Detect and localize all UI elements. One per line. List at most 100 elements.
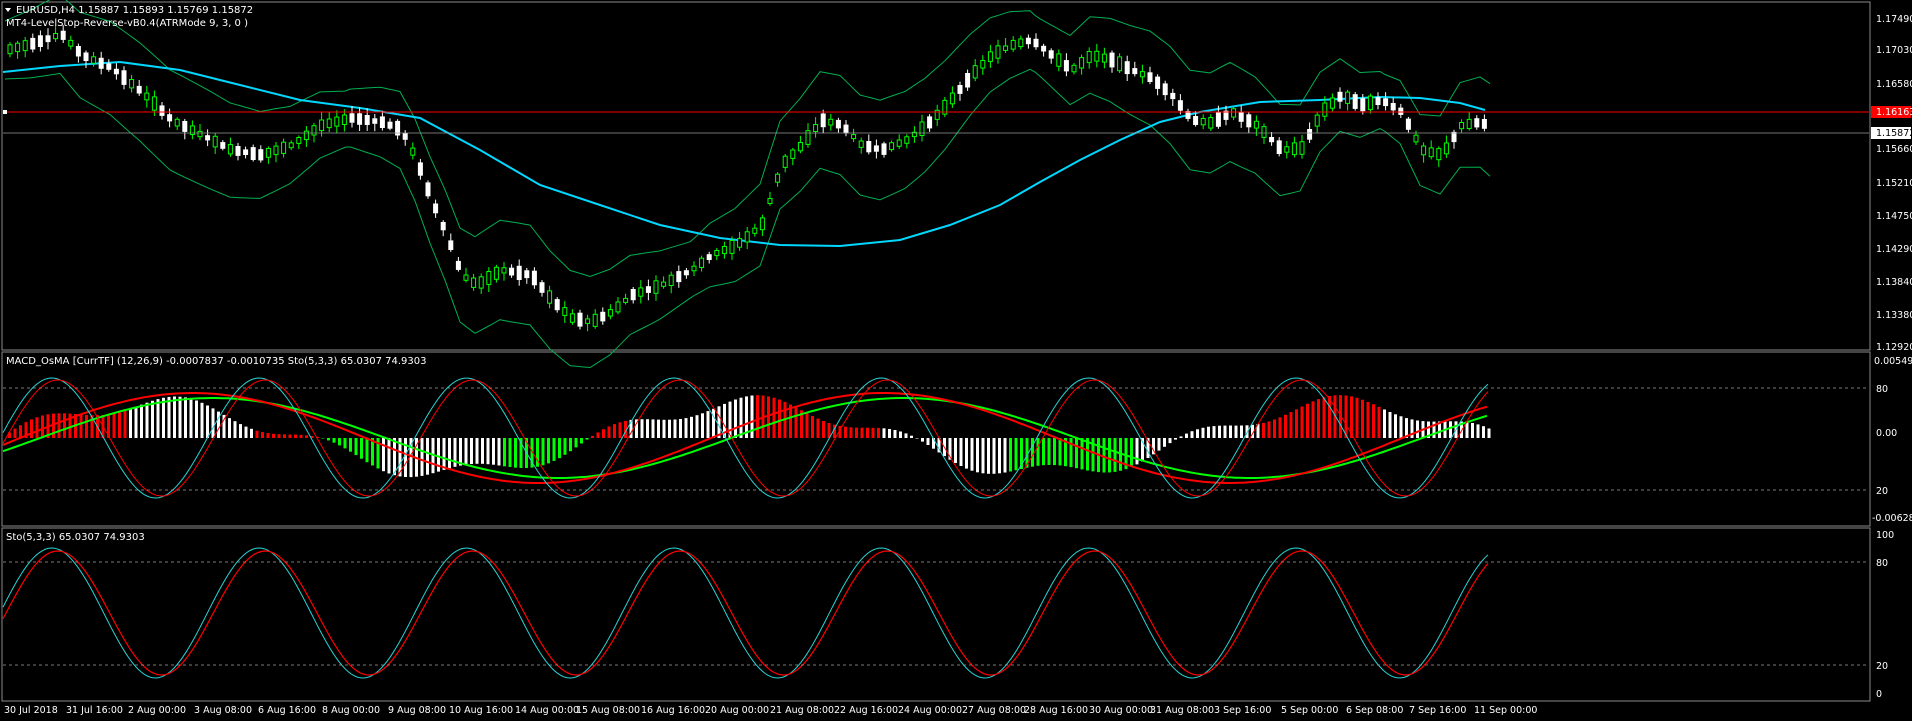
macd-bar — [547, 438, 550, 464]
candle-body — [243, 149, 249, 155]
candle-body — [1132, 68, 1138, 75]
candle-body — [851, 134, 857, 140]
macd-bar — [618, 422, 622, 438]
candle-body — [653, 280, 659, 294]
time-tick: 31 Jul 16:00 — [66, 705, 123, 716]
candle-body — [189, 125, 195, 136]
macd-bar — [1229, 425, 1232, 438]
macd-bar — [1267, 421, 1271, 438]
candle-body — [1428, 147, 1434, 158]
macd-bar — [63, 413, 66, 438]
macd-bar — [1410, 419, 1414, 438]
macd-bar — [1003, 438, 1007, 473]
macd-bar — [701, 413, 704, 438]
macd-bar — [662, 419, 666, 438]
macd-bar — [948, 438, 952, 460]
candle-body — [1284, 146, 1290, 153]
candle-body — [1291, 142, 1297, 156]
candle-body — [379, 116, 385, 129]
macd-bar — [772, 397, 776, 438]
candle-body — [949, 92, 955, 105]
macd-bar — [1432, 421, 1436, 438]
sto-axis[interactable]: 100 80 20 0 — [1876, 530, 1894, 700]
time-tick: 5 Sep 00:00 — [1281, 705, 1338, 716]
macd-bar — [668, 419, 671, 438]
candle-body — [334, 116, 340, 127]
candle-body — [501, 267, 507, 274]
macd-bar — [1174, 438, 1177, 440]
macd-axis[interactable]: 0.005497 80 0.00 20 -0.006285 — [1872, 356, 1912, 524]
macd-title: MACD_OsMA [CurrTF] (12,26,9) -0.0007837 … — [6, 356, 427, 367]
candle-body — [729, 240, 735, 254]
candle-body — [1299, 141, 1305, 155]
macd-panel[interactable] — [1, 351, 1871, 527]
candle-body — [547, 290, 553, 304]
macd-bar — [426, 438, 429, 475]
macd-bar — [1339, 395, 1342, 438]
macd-bar — [1207, 426, 1210, 438]
candle-body — [661, 281, 667, 287]
candle-body — [623, 297, 629, 303]
candle-body — [1010, 39, 1016, 50]
macd-bar — [1361, 399, 1364, 438]
candle-body — [1215, 112, 1221, 127]
macd-bar — [1075, 438, 1078, 469]
candle-body — [706, 254, 712, 260]
candle-body — [448, 240, 454, 250]
candle-body — [767, 198, 773, 204]
macd-bar — [921, 438, 924, 442]
macd-bar — [1113, 438, 1117, 472]
candle-body — [828, 118, 834, 126]
macd-bar — [1020, 438, 1023, 469]
macd-bar — [789, 404, 792, 438]
macd-bar — [233, 421, 237, 438]
macd-bar — [915, 438, 919, 439]
main-panel[interactable] — [1, 1, 1871, 351]
macd-bar — [305, 435, 308, 438]
candle-body — [972, 65, 978, 79]
candle-body — [1094, 50, 1100, 62]
macd-bar — [904, 433, 908, 438]
macd-bar — [844, 426, 847, 438]
candle-body — [83, 52, 89, 61]
time-axis[interactable]: 30 Jul 2018 31 Jul 16:00 2 Aug 00:00 3 Aug … — [4, 705, 1537, 716]
candles[interactable] — [7, 25, 1487, 332]
candle-body — [1322, 102, 1328, 117]
macd-bar — [1322, 397, 1326, 438]
candle-body — [1443, 142, 1449, 155]
candle-body — [326, 118, 332, 129]
candle-body — [341, 114, 347, 125]
time-tick: 14 Aug 00:00 — [515, 705, 579, 716]
candle-body — [942, 99, 948, 115]
macd-bar — [717, 406, 721, 438]
macd-bar — [140, 404, 143, 438]
candle-body — [630, 289, 636, 301]
candle-body — [167, 114, 173, 122]
macd-bar — [1300, 406, 1304, 438]
macd-bar — [343, 438, 347, 449]
macd-bar — [1218, 425, 1221, 438]
candle-body — [387, 121, 393, 129]
macd-bar — [398, 438, 402, 477]
sto-panel[interactable] — [1, 527, 1871, 702]
macd-bar — [778, 399, 781, 438]
macd-bar — [1102, 438, 1106, 473]
candle-body — [539, 282, 545, 293]
dropdown-triangle-icon[interactable] — [5, 8, 11, 12]
macd-bar — [354, 438, 358, 456]
macd-bar — [266, 433, 270, 438]
macd-bar — [35, 417, 39, 438]
price-axis[interactable]: 1.17490 1.17030 1.16580 1.15660 1.15210 … — [1871, 14, 1912, 353]
symbol-info: EURUSD,H4 1.15887 1.15893 1.15769 1.1587… — [16, 5, 253, 16]
candle-body — [562, 307, 568, 316]
macd-bar — [85, 414, 88, 438]
candle-body — [873, 145, 879, 152]
price-tick: 1.12920 — [1876, 342, 1912, 353]
candle-body — [1436, 148, 1442, 161]
macd-bar — [1416, 420, 1419, 438]
macd-bar — [882, 428, 886, 438]
candle-body — [607, 309, 613, 317]
candle-body — [1018, 38, 1024, 48]
macd-bar — [1064, 438, 1067, 467]
